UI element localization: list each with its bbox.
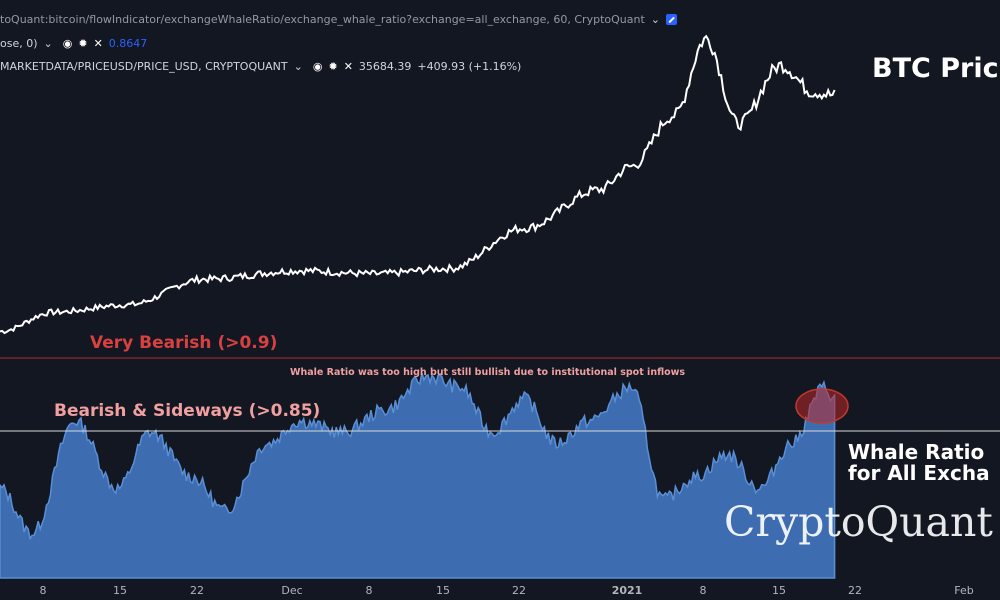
whale-ratio-area: [0, 372, 836, 579]
very-bearish-label: Very Bearish (>0.9): [90, 333, 277, 353]
x-tick-label: 22: [190, 584, 204, 597]
x-tick-label: 15: [772, 584, 786, 597]
whale-note-label: Whale Ratio was too high but still bulli…: [290, 367, 685, 378]
x-tick-label: Dec: [281, 584, 302, 597]
highlight-ellipse: [795, 388, 849, 424]
price-line: [0, 34, 836, 335]
settings-square-icon[interactable]: [666, 14, 677, 25]
price-series-value: 35684.39: [358, 60, 412, 73]
close-icon[interactable]: ✕: [343, 60, 353, 73]
legend-row-indicator: toQuant:bitcoin/flowIndicator/exchangeWh…: [0, 13, 677, 26]
eye-icon[interactable]: ◉: [312, 60, 323, 73]
x-tick-label: 8: [40, 584, 47, 597]
chevron-down-icon[interactable]: ⌄: [650, 13, 660, 26]
whale-series-value: 0.8647: [108, 37, 148, 50]
whale-ratio-label-line1: Whale Ratio: [848, 440, 984, 464]
x-tick-label: 8: [366, 584, 373, 597]
gear-icon[interactable]: ✹: [328, 60, 338, 73]
x-tick-label: 22: [512, 584, 526, 597]
chevron-down-icon[interactable]: ⌄: [293, 60, 303, 73]
btc-price-title: BTC Pric: [872, 53, 999, 84]
x-tick-label: 15: [113, 584, 127, 597]
cryptoquant-watermark: CryptoQuant: [724, 498, 993, 546]
x-tick-label: 15: [436, 584, 450, 597]
whale-ratio-label-bg: [838, 438, 1000, 488]
price-chart: [0, 34, 836, 335]
legend-row-price: MARKETDATA/PRICEUSD/PRICE_USD, CRYPTOQUA…: [0, 60, 521, 73]
x-tick-label: 2021: [612, 584, 643, 597]
x-tick-label: 8: [700, 584, 707, 597]
indicator-source-label: toQuant:bitcoin/flowIndicator/exchangeWh…: [0, 13, 645, 26]
price-series-change: +409.93 (+1.16%): [417, 60, 522, 73]
whale-series-label: ose, 0): [0, 37, 38, 50]
x-axis: 8 15 22 Dec 8 15 22 2021 8 15 22 Feb: [40, 584, 974, 597]
x-tick-label: Feb: [954, 584, 973, 597]
gear-icon[interactable]: ✹: [78, 37, 88, 50]
x-tick-label: 22: [848, 584, 862, 597]
bearish-sideways-label: Bearish & Sideways (>0.85): [54, 401, 320, 421]
whale-ratio-chart: [0, 372, 836, 579]
price-series-label: MARKETDATA/PRICEUSD/PRICE_USD, CRYPTOQUA…: [0, 60, 288, 73]
eye-icon[interactable]: ◉: [62, 37, 73, 50]
legend-row-whale: ose, 0) ⌄ ◉ ✹ ✕ 0.8647: [0, 37, 147, 50]
close-icon[interactable]: ✕: [93, 37, 103, 50]
chevron-down-icon[interactable]: ⌄: [43, 37, 53, 50]
whale-ratio-label-line2: for All Excha: [848, 461, 990, 485]
